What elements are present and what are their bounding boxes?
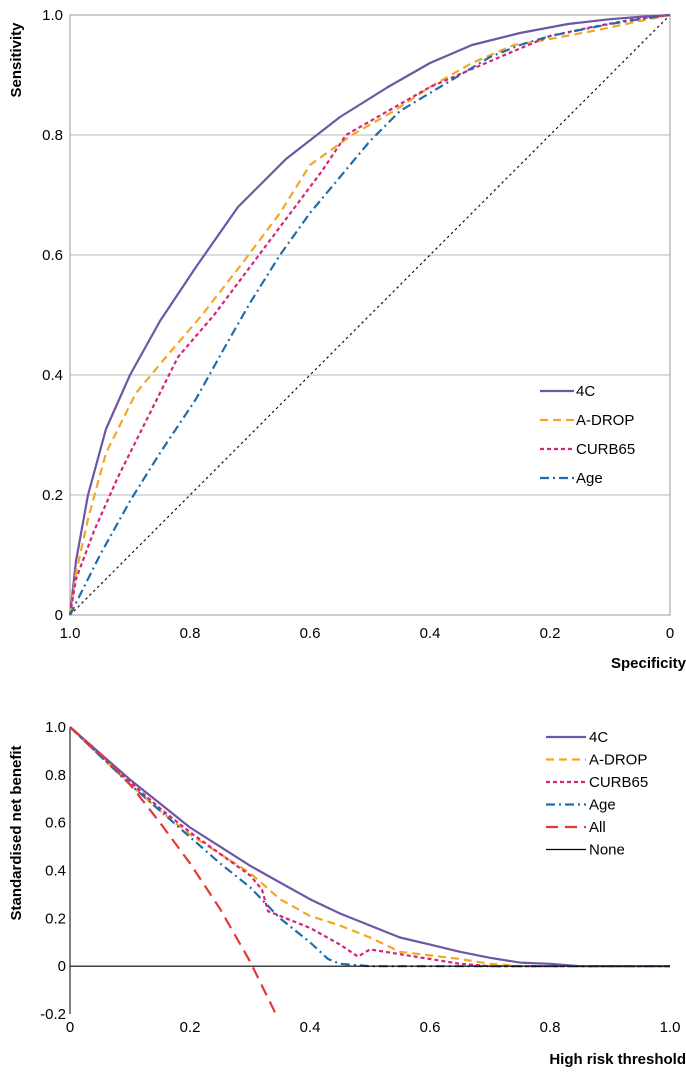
roc-y-tick-label: 0: [55, 607, 63, 624]
nb-x-tick-label: 0.8: [540, 1019, 561, 1036]
nb-legend-label-4c: 4C: [589, 729, 608, 746]
net-benefit-chart: 0 0.2 0.4 0.6 0.8 1.0-0.200.20.40.60.81.0 4CA…: [8, 719, 686, 1068]
roc-series-4c: [68, 13, 671, 616]
roc-y-tick-label: 0.8: [42, 127, 63, 144]
nb-legend-label-age: Age: [589, 797, 616, 814]
roc-tick-labels: 1.0 0.8 0.6 0.4 0.2 0 0 0.2 0.4 0.6 0.8 1.0: [42, 7, 674, 642]
roc-x-tick-label: 0.4: [420, 625, 441, 642]
roc-y-axis-label: Sensitivity: [8, 22, 25, 98]
nb-y-tick-label: 0.4: [45, 863, 66, 880]
roc-series-a-drop: [68, 13, 671, 616]
roc-x-axis-label: Specificity: [611, 655, 686, 672]
roc-y-tick-label: 1.0: [42, 7, 63, 24]
roc-plot-frame: [69, 14, 671, 616]
nb-legend-label-all: All: [589, 819, 606, 836]
nb-y-axis-label: Standardised net benefit: [8, 745, 25, 920]
nb-y-tick-label: -0.2: [40, 1006, 66, 1023]
roc-legend-label-curb65: CURB65: [576, 441, 635, 458]
roc-x-tick-label: 1.0: [60, 625, 81, 642]
nb-tick-labels: 0 0.2 0.4 0.6 0.8 1.0-0.200.20.40.60.81.0: [40, 719, 680, 1036]
nb-legend: 4C A-DROP CURB65 Age All None: [546, 729, 648, 859]
roc-legend: 4C A-DROP CURB65 Age: [540, 383, 635, 487]
nb-series-a-drop: [69, 726, 670, 968]
roc-y-tick-label: 0.6: [42, 247, 63, 264]
nb-x-tick-label: 0.4: [300, 1019, 321, 1036]
roc-legend-label-4c: 4C: [576, 383, 595, 400]
nb-x-tick-label: 0.2: [180, 1019, 201, 1036]
nb-x-tick-label: 1.0: [660, 1019, 681, 1036]
nb-series-all: [69, 726, 278, 1017]
roc-x-tick-label: 0.8: [180, 625, 201, 642]
nb-series-curb65: [69, 726, 670, 968]
nb-legend-label-none: None: [589, 842, 625, 859]
roc-x-tick-label: 0.2: [540, 625, 561, 642]
roc-x-tick-label: 0: [666, 625, 674, 642]
roc-series-age: [69, 13, 671, 616]
roc-y-tick-label: 0.2: [42, 487, 63, 504]
roc-series-group: [68, 13, 671, 616]
nb-legend-label-curb65: CURB65: [589, 774, 648, 791]
roc-x-tick-label: 0.6: [300, 625, 321, 642]
nb-x-axis-label: High risk threshold: [549, 1051, 686, 1068]
nb-x-tick-label: 0.6: [420, 1019, 441, 1036]
nb-x-tick-label: 0: [66, 1019, 74, 1036]
nb-series-age: [69, 726, 670, 968]
nb-y-tick-label: 0.8: [45, 767, 66, 784]
nb-y-tick-label: 0: [58, 958, 66, 975]
nb-y-tick-label: 0.6: [45, 815, 66, 832]
roc-legend-label-age: Age: [576, 470, 603, 487]
nb-series-group: [69, 726, 670, 1017]
nb-y-tick-label: 0.2: [45, 910, 66, 927]
nb-legend-label-a-drop: A-DROP: [589, 752, 647, 769]
roc-reference-diagonal: [69, 14, 671, 616]
roc-legend-label-a-drop: A-DROP: [576, 412, 634, 429]
nb-y-tick-label: 1.0: [45, 719, 66, 736]
roc-y-tick-label: 0.4: [42, 367, 63, 384]
roc-chart: 1.0 0.8 0.6 0.4 0.2 0 0 0.2 0.4 0.6 0.8 1.0 4C A-DRO…: [8, 7, 686, 672]
nb-series-4c: [69, 726, 670, 968]
